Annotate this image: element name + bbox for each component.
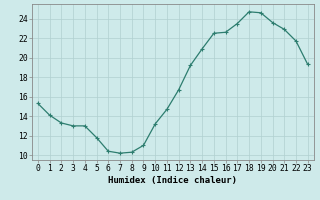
X-axis label: Humidex (Indice chaleur): Humidex (Indice chaleur) <box>108 176 237 185</box>
